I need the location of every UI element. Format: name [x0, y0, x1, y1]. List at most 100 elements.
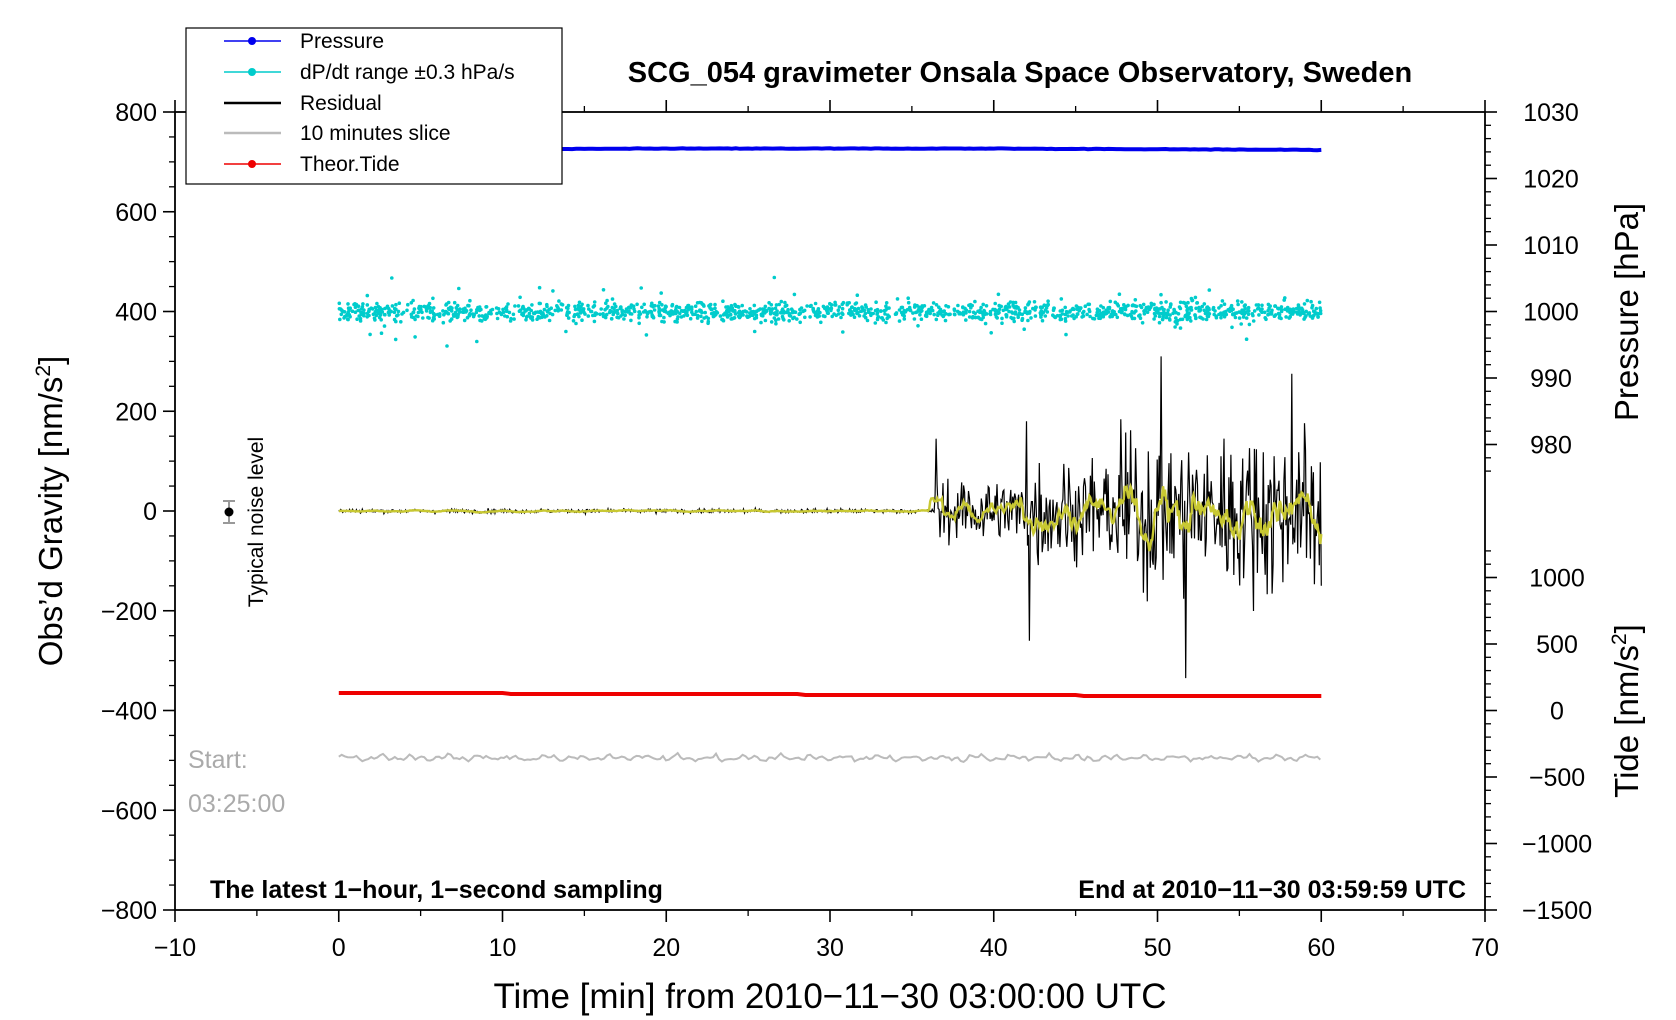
dpdt-dot [1266, 312, 1270, 317]
dpdt-dot [1074, 304, 1079, 308]
dpdt-dot [355, 317, 359, 322]
dpdt-dot [339, 308, 344, 313]
dpdt-dot [339, 312, 344, 317]
dpdt-dot [994, 309, 999, 313]
dpdt-dot [379, 331, 384, 336]
dpdt-dot [357, 314, 362, 318]
dpdt-dot [916, 324, 920, 328]
dpdt-dot [1168, 313, 1172, 317]
dpdt-dot [1011, 300, 1015, 305]
dpdt-dot [979, 317, 984, 322]
dpdt-dot [623, 313, 627, 318]
dpdt-dot [1255, 307, 1260, 311]
dpdt-dot [676, 315, 680, 319]
y-tick-label-left: 800 [115, 99, 157, 127]
dpdt-dot [560, 303, 565, 307]
dpdt-dot [1113, 300, 1118, 305]
dpdt-dot [865, 318, 870, 323]
dpdt-dot [390, 276, 394, 280]
dpdt-dot [1141, 302, 1146, 307]
dpdt-dot [1207, 312, 1212, 316]
dpdt-dot [512, 317, 516, 321]
dpdt-dot [875, 312, 879, 316]
dpdt-dot [394, 302, 398, 307]
dpdt-dot [976, 316, 981, 320]
dpdt-dot [518, 308, 523, 313]
dpdt-dot [685, 313, 690, 318]
dpdt-dot [1004, 307, 1008, 312]
dpdt-dot [1251, 313, 1255, 318]
dpdt-dot [529, 308, 533, 313]
dpdt-dot [1302, 317, 1306, 321]
dpdt-dot [759, 320, 763, 325]
dpdt-dot [785, 310, 789, 315]
dpdt-dot [792, 292, 797, 297]
dpdt-dot [1273, 304, 1277, 308]
dpdt-dot [1277, 316, 1282, 320]
dpdt-dot [1157, 314, 1162, 319]
dpdt-dot [1301, 310, 1306, 315]
dpdt-dot [347, 313, 352, 318]
dpdt-dot [396, 309, 401, 314]
dpdt-dot [662, 308, 666, 313]
dpdt-dot [1129, 314, 1134, 319]
dpdt-dot [1219, 313, 1224, 317]
dpdt-dot [375, 301, 379, 306]
dpdt-dot [611, 312, 615, 317]
dpdt-dot [699, 314, 703, 319]
dpdt-dot [840, 302, 845, 307]
dpdt-dot [816, 307, 821, 311]
dpdt-dot [1098, 316, 1103, 321]
dpdt-dot [1026, 318, 1030, 323]
tide-tick-label: −1000 [1522, 831, 1592, 859]
dpdt-dot [1233, 315, 1238, 320]
x-tick-label: 10 [489, 934, 517, 962]
dpdt-dot [659, 291, 663, 295]
dpdt-dot [924, 310, 929, 315]
dpdt-dot [673, 319, 677, 324]
dpdt-dot [693, 304, 698, 309]
dpdt-dot [943, 318, 948, 323]
dpdt-dot [537, 316, 542, 320]
dpdt-dot [836, 312, 841, 316]
dpdt-dot [773, 306, 778, 311]
dpdt-dot [721, 313, 726, 317]
dpdt-dot [967, 315, 972, 319]
dpdt-dot [884, 301, 889, 305]
dpdt-dot [855, 293, 860, 298]
dpdt-dot [729, 317, 733, 321]
dpdt-dot [787, 319, 791, 323]
dpdt-dot [850, 312, 855, 316]
dpdt-dot [822, 306, 827, 311]
dpdt-dot [484, 313, 488, 317]
dpdt-dot [1013, 312, 1017, 316]
dpdt-dot [1106, 310, 1111, 314]
dpdt-dot [772, 275, 777, 280]
dpdt-dot [855, 310, 859, 315]
dpdt-dot [774, 303, 779, 307]
dpdt-dot [1059, 317, 1064, 322]
dpdt-dot [836, 308, 841, 313]
dpdt-dot [668, 313, 672, 318]
dpdt-dot [1186, 300, 1190, 305]
dpdt-dot [917, 305, 921, 310]
dpdt-dot [376, 304, 381, 309]
dpdt-dot [1282, 298, 1286, 302]
y-tick-label-left: −800 [101, 897, 157, 925]
dpdt-dot [884, 320, 888, 325]
dpdt-dot [1058, 313, 1062, 318]
dpdt-dot [777, 302, 781, 307]
dpdt-dot [1184, 304, 1189, 309]
dpdt-dot [732, 316, 736, 320]
dpdt-dot [1039, 310, 1044, 315]
dpdt-dot [670, 303, 674, 308]
dpdt-dot [761, 310, 765, 315]
dpdt-dot [1069, 314, 1074, 318]
dpdt-dot [754, 313, 759, 318]
dpdt-dot [1132, 316, 1137, 321]
dpdt-dot [610, 297, 615, 301]
dpdt-dot [852, 315, 857, 320]
dpdt-dot [472, 313, 477, 317]
dpdt-dot [488, 311, 493, 316]
